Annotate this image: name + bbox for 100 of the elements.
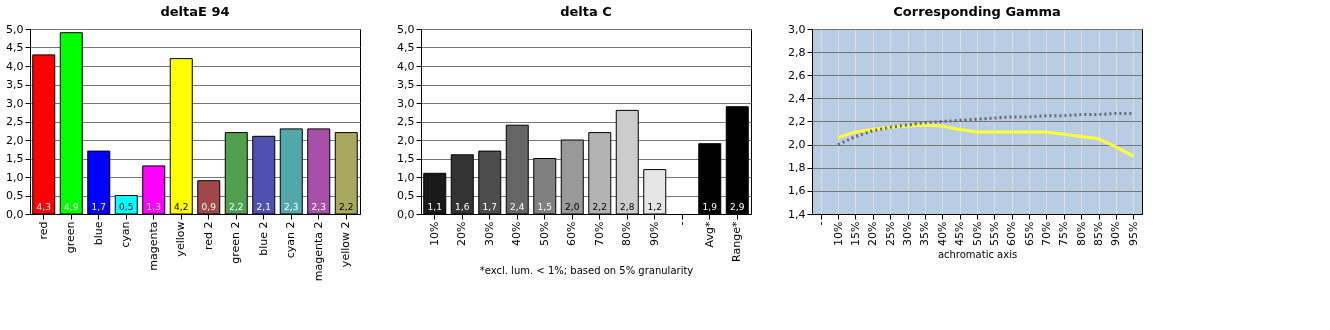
x-tick-label: 50% — [970, 221, 984, 246]
y-tick-label: 1,0 — [397, 170, 415, 184]
y-tick-label: 1,6 — [788, 184, 806, 198]
x-tick-label: 20% — [866, 221, 880, 246]
x-tick-label: 85% — [1092, 221, 1106, 246]
y-tick-label: 3,0 — [6, 96, 24, 110]
data-label: 2,0 — [565, 202, 580, 212]
y-tick-label: 2,0 — [6, 133, 24, 147]
data-label: 1,3 — [146, 202, 161, 212]
y-tick-label: 5,0 — [397, 22, 415, 36]
y-tick-label: 3,5 — [6, 78, 24, 91]
x-tick-label: 40% — [510, 221, 524, 246]
data-label: 2,4 — [510, 202, 525, 212]
data-label: 1,7 — [482, 202, 497, 212]
x-tick-label: 10% — [831, 221, 845, 246]
x-tick-label: 70% — [1039, 221, 1053, 246]
x-tick-label: 35% — [918, 221, 932, 246]
chart-title: deltaE 94 — [160, 4, 230, 19]
data-label: 4,3 — [36, 202, 51, 212]
y-tick-label: 3,0 — [788, 22, 806, 36]
x-tick-label: Avg* — [702, 221, 716, 248]
y-tick-label: 1,5 — [6, 152, 24, 165]
y-tick-label: 2,2 — [788, 115, 806, 128]
data-label: 2,3 — [311, 202, 326, 212]
x-tick-label: 95% — [1126, 221, 1140, 246]
x-tick-label: 15% — [848, 221, 862, 246]
x-tick-label: yellow 2 — [339, 221, 353, 268]
y-tick-label: 2,8 — [788, 45, 806, 59]
x-tick-label: blue — [91, 221, 105, 246]
x-tick-label: 65% — [1022, 221, 1036, 246]
data-label: 2,9 — [730, 202, 745, 212]
x-tick-label: 80% — [1074, 221, 1088, 246]
x-tick-label: magenta — [146, 221, 160, 271]
y-tick-label: 4,0 — [6, 59, 24, 73]
x-tick-label: 70% — [592, 221, 606, 246]
y-tick-label: 1,8 — [788, 161, 806, 175]
y-tick-label: 4,0 — [397, 59, 415, 73]
x-tick-label: 60% — [1005, 221, 1019, 246]
y-tick-label: 2,5 — [397, 115, 415, 128]
x-tick-label: cyan — [119, 221, 133, 248]
y-tick-label: 1,4 — [788, 207, 806, 221]
y-tick-label: 5,0 — [6, 22, 24, 36]
x-tick-label: 90% — [647, 221, 661, 246]
x-tick-label: 50% — [537, 221, 551, 246]
x-tick-label: green — [64, 221, 78, 254]
y-tick-label: 2,6 — [788, 68, 806, 82]
x-axis-title: *excl. lum. < 1%; based on 5% granularity — [479, 264, 694, 276]
data-label: 4,9 — [64, 202, 79, 212]
x-tick-label: 20% — [455, 221, 469, 246]
x-tick-label: red — [36, 221, 50, 240]
x-axis-title: achromatic axis — [937, 248, 1018, 260]
data-label: 1,1 — [427, 202, 442, 212]
x-tick-label: 30% — [901, 221, 915, 246]
data-label: 0,5 — [119, 202, 134, 212]
data-label: 2,1 — [256, 202, 271, 212]
data-label: 1,2 — [647, 202, 662, 212]
x-tick-label: blue 2 — [256, 221, 270, 256]
x-tick-label: cyan 2 — [284, 221, 298, 259]
y-tick-label: 0,5 — [397, 189, 415, 202]
data-label: 1,5 — [537, 202, 552, 212]
x-tick-label: - — [675, 221, 689, 226]
data-label: 0,9 — [201, 202, 217, 212]
data-label: 2,3 — [284, 202, 299, 212]
data-label: 1,9 — [702, 202, 718, 212]
y-tick-label: 3,0 — [397, 96, 415, 110]
data-label: 1,6 — [455, 202, 470, 212]
x-tick-label: 75% — [1057, 221, 1071, 246]
y-tick-label: 0,5 — [6, 189, 24, 202]
chart-title: delta C — [560, 4, 612, 19]
y-tick-label: 2,0 — [397, 133, 415, 147]
x-tick-label: 40% — [935, 221, 949, 246]
y-tick-label: 2,4 — [788, 91, 806, 105]
data-label: 4,2 — [174, 202, 189, 212]
y-tick-label: 0,0 — [6, 207, 24, 221]
data-label: 2,2 — [592, 202, 607, 212]
x-tick-label: yellow — [174, 221, 188, 257]
y-tick-label: 1,0 — [6, 170, 24, 184]
y-tick-label: 3,5 — [397, 78, 415, 91]
x-tick-label: Range* — [730, 221, 744, 262]
x-tick-label: green 2 — [229, 221, 243, 264]
data-label: 2,8 — [620, 202, 635, 212]
x-tick-label: 80% — [620, 221, 634, 246]
data-label: 2,2 — [229, 202, 244, 212]
x-tick-label: 60% — [565, 221, 579, 246]
data-label: 1,7 — [91, 202, 106, 212]
y-tick-label: 0,0 — [397, 207, 415, 221]
x-tick-label: 90% — [1109, 221, 1123, 246]
chart-title: Corresponding Gamma — [893, 4, 1061, 19]
line-series — [836, 123, 1135, 158]
x-tick-label: 25% — [883, 221, 897, 246]
x-tick-label: 55% — [987, 221, 1001, 246]
x-tick-label: 30% — [482, 221, 496, 246]
y-tick-label: 1,5 — [397, 152, 415, 165]
y-tick-label: 4,5 — [6, 41, 24, 54]
x-tick-label: - — [814, 221, 828, 226]
y-tick-label: 4,5 — [397, 41, 415, 54]
x-tick-label: red 2 — [201, 221, 215, 251]
data-label: 2,2 — [339, 202, 354, 212]
y-tick-label: 2,0 — [788, 138, 806, 152]
x-tick-label: magenta 2 — [311, 221, 325, 282]
